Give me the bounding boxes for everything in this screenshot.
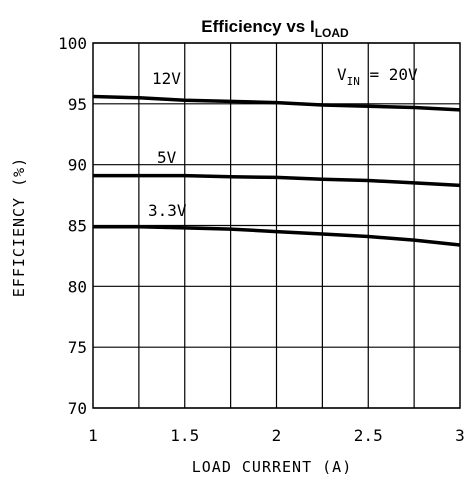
series-label-5v: 5V: [157, 148, 177, 167]
vin-annotation-prefix: V: [337, 65, 347, 84]
x-axis-label: LOAD CURRENT (A): [192, 458, 353, 476]
series-labels: 12V 5V 3.3V: [148, 69, 187, 220]
vin-annotation-suffix: = 20V: [360, 65, 418, 84]
x-tick-labels: 1 1.5 2 2.5 3: [88, 426, 465, 445]
y-tick-labels: 70 75 80 85 90 95 100: [58, 34, 87, 418]
chart-title-subscript: LOAD: [315, 26, 349, 40]
y-tick-label: 95: [68, 95, 87, 114]
vin-annotation-subscript: IN: [347, 75, 360, 88]
x-tick-label: 1.5: [170, 426, 199, 445]
y-tick-label: 75: [68, 338, 87, 357]
vin-annotation: VIN = 20V: [337, 65, 418, 88]
y-tick-label: 80: [68, 277, 87, 296]
y-tick-label: 100: [58, 34, 87, 53]
series-line-3-3v: [93, 224, 461, 247]
series-label-3-3v: 3.3V: [148, 201, 187, 220]
series-label-12v: 12V: [152, 69, 181, 88]
y-axis-label: EFFICIENCY (%): [10, 157, 28, 297]
chart-title: Efficiency vs ILOAD: [201, 17, 349, 40]
chart-title-main: Efficiency vs I: [201, 17, 314, 36]
x-tick-label: 1: [88, 426, 98, 445]
x-tick-label: 2: [272, 426, 282, 445]
x-tick-label: 3: [455, 426, 465, 445]
series-line-12v: [92, 94, 461, 112]
series-line-5v: [93, 173, 461, 188]
y-tick-label: 85: [68, 217, 87, 236]
y-tick-label: 70: [68, 399, 87, 418]
series-lines: [92, 94, 461, 247]
x-tick-label: 2.5: [354, 426, 383, 445]
y-tick-label: 90: [68, 156, 87, 175]
